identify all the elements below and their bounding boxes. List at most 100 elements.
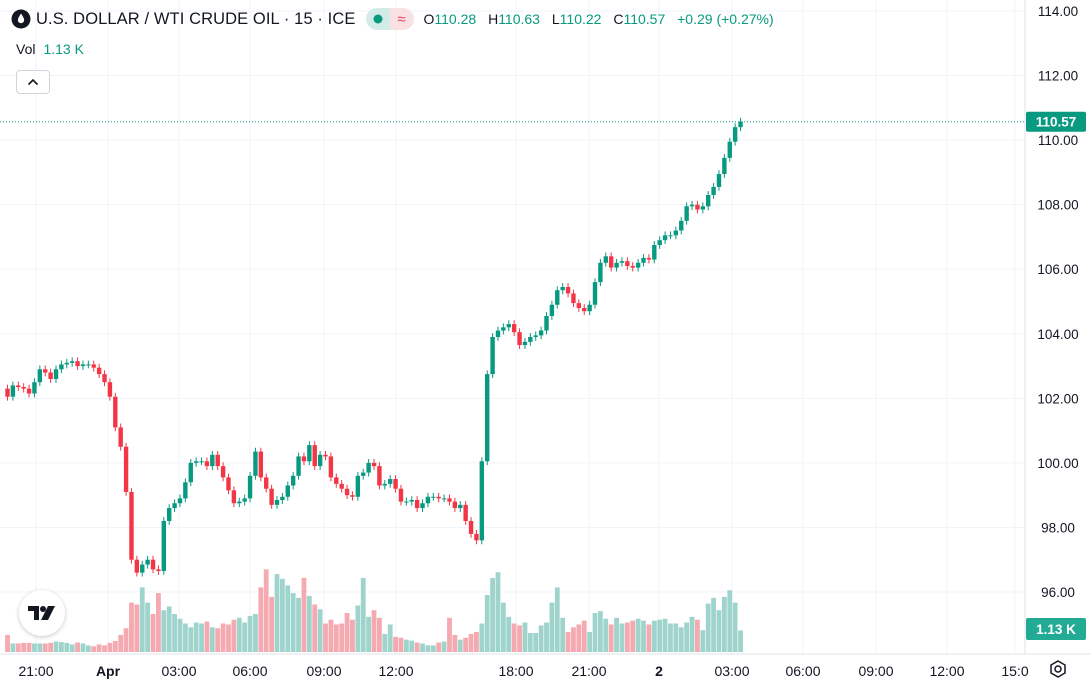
volume-bar [139,587,145,652]
volume-bar [398,637,404,652]
volume-bar [134,604,140,652]
candle-body [118,427,123,447]
candle-body [32,382,37,394]
candle-body [479,461,485,541]
volume-bar [377,617,382,652]
volume-bar [333,624,339,652]
volume-bar [646,624,652,652]
volume-bar [581,620,587,652]
candle-body [371,462,377,467]
candle-body [145,559,150,565]
volume-bar [366,616,372,652]
candle-body [409,500,414,502]
market-open-dot-icon [365,8,390,30]
candle-body [334,477,339,484]
candle-body [301,456,307,462]
volume-bar [484,595,490,652]
market-status-pill[interactable]: ≈ [365,8,414,30]
settings-icon[interactable] [1046,657,1070,681]
tradingview-logo[interactable] [19,590,65,636]
volume-bar [506,616,512,652]
candle-body [140,564,145,573]
candle-body [706,194,711,207]
last-price-label: 110.57 [1036,115,1077,130]
volume-bar [15,643,21,652]
candle-body [538,330,544,336]
candle-body [689,204,695,207]
volume-bar [220,623,226,652]
volume-bar [64,642,70,652]
volume-bar [598,611,603,652]
time-axis[interactable]: 21:00 Apr 03:00 06:00 09:00 12:00 18:00 21:00 2 0… [18,663,1028,679]
volume-bar [279,578,285,652]
candle-body [188,462,193,483]
candle-body [344,488,350,496]
volume-bar [522,622,528,652]
symbol-legend[interactable]: U.S. DOLLAR / WTI CRUDE OIL · 15 · ICE ≈… [10,6,774,32]
candle-body [463,504,468,521]
candle-body [420,503,425,509]
volume-bar [107,642,113,652]
candle-body [630,265,635,268]
candle-body [26,388,32,394]
candle-body [5,388,10,397]
candle-body [323,454,328,457]
volume-bar [323,623,328,652]
candle-body [210,454,215,467]
candle-body [560,286,565,291]
candle-body [732,127,738,142]
candle-body [290,475,296,486]
candle-body [361,472,366,476]
volume-bar [420,643,425,652]
volume-bar [355,605,361,652]
volume-bar [544,622,549,652]
volume-bar [258,587,264,652]
candle-body [231,490,237,504]
candle-body [204,461,210,467]
volume-bar [226,624,231,652]
price-tick-label: 108.00 [1037,198,1078,213]
candle-body [528,337,533,342]
grid-lines [0,0,1025,654]
candle-body [59,364,64,370]
volume-bar [21,642,27,652]
candle-body [215,454,220,467]
volume-bar [285,585,291,652]
volume-bar [425,645,431,652]
candle-body [425,496,431,504]
candle-body [226,477,231,491]
candle-body [544,316,549,331]
candle-body [657,240,662,246]
volume-bar [312,604,318,652]
symbol-title[interactable]: U.S. DOLLAR / WTI CRUDE OIL · 15 · ICE [36,9,356,28]
volume-bar [657,619,663,652]
candle-body [522,341,528,346]
candle-body [738,121,743,128]
volume-bar [727,590,733,652]
volume-bar [123,628,129,652]
volume-bar [452,634,458,652]
volume-bar [732,602,738,652]
candle-body [280,496,285,501]
candle-body [501,327,506,331]
volume-bar [193,622,199,652]
volume-bar [204,621,210,652]
volume-bar [495,572,501,652]
time-tick-label: 03:00 [714,663,749,679]
volume-bar [344,613,350,652]
candle-body [10,385,16,397]
candle-body [549,304,555,317]
close-value: 110.57 [623,11,666,27]
volume-legend[interactable]: Vol 1.13 K [16,41,84,57]
candle-body [237,501,242,504]
collapse-legend-button[interactable] [16,70,50,94]
price-axis[interactable]: 114.00 112.00 110.00 108.00 106.00 104.00 102.… [1037,4,1078,600]
volume-bar [738,630,743,652]
candle-body [490,337,495,375]
candle-body [75,361,80,367]
price-tick-label: 114.00 [1038,4,1078,19]
volume-bar [177,618,183,652]
candle-body [436,496,441,499]
candle-body [404,501,409,503]
